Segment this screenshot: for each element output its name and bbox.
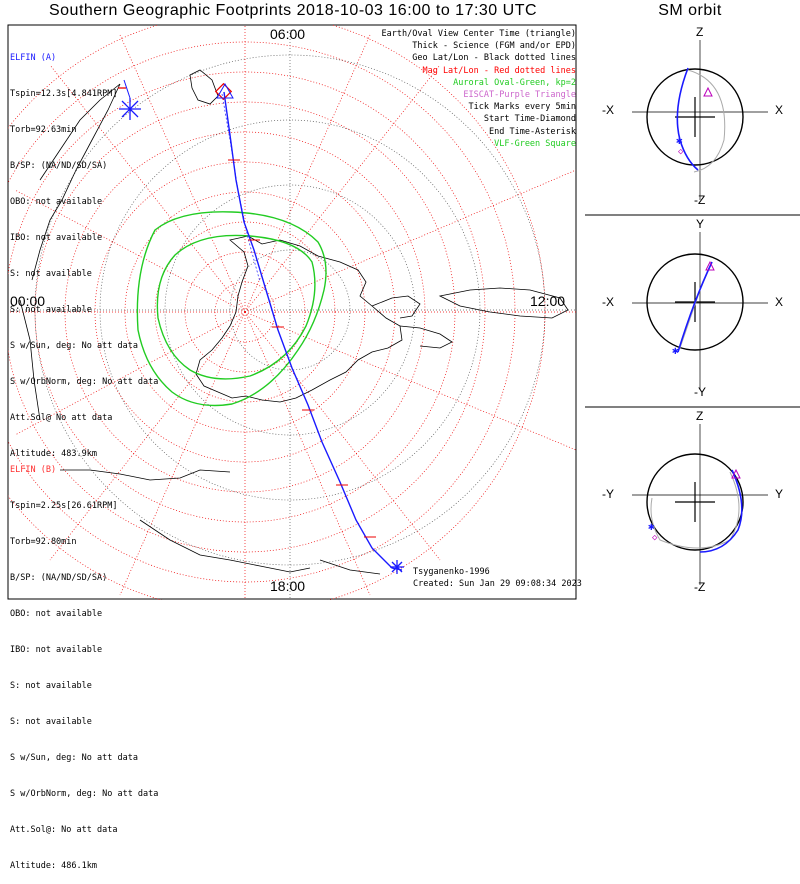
- sm-orbit-title: SM orbit: [658, 2, 722, 19]
- elfin-b-line: S w/OrbNorm, deg: No att data: [10, 789, 159, 799]
- svg-text:◇: ◇: [652, 533, 658, 543]
- elfin-b-line: B/SP: (NA/ND/SD/SA): [10, 573, 108, 583]
- svg-text:✱: ✱: [676, 134, 683, 147]
- legend-item: Earth/Oval View Center Time (triangle): [381, 29, 576, 39]
- elfin-a-line: S: not available: [10, 305, 92, 315]
- end-asterisk-marker: [390, 560, 404, 574]
- sm-xz-top-label: Z: [696, 25, 704, 39]
- tick-marks: [228, 159, 376, 538]
- elfin-a-line: S: not available: [10, 269, 92, 279]
- elfin-b-line: Altitude: 486.1km: [10, 861, 97, 871]
- elfin-a-track: [223, 91, 403, 571]
- clock-label-left: 00:00: [10, 293, 46, 309]
- clock-label-right: 12:00: [530, 293, 566, 309]
- clock-label-top: 06:00: [270, 26, 306, 42]
- svg-text:◇: ◇: [678, 147, 684, 157]
- sm-yz-top-label: Z: [696, 409, 704, 423]
- page-title: Southern Geographic Footprints 2018-10-0…: [48, 2, 538, 19]
- elfin-b-track: [221, 93, 261, 283]
- legend-item: Geo Lat/Lon - Black dotted lines: [412, 53, 576, 64]
- elfin-a-line: Att.Sol@ No att data: [10, 413, 113, 423]
- elfin-b-line: OBO: not available: [10, 609, 103, 619]
- elfin-a-line: S w/Sun, deg: No att data: [10, 341, 138, 351]
- elfin-b-name: ELFIN (B): [10, 465, 57, 475]
- legend-item: VLF-Green Square: [494, 138, 576, 149]
- sm-xy-top-label: Y: [696, 217, 705, 231]
- elfin-b-info: ELFIN (B) Tspin=2.25s[26.61RPM] Torb=92.…: [10, 440, 158, 884]
- legend-item: Start Time-Diamond: [483, 114, 576, 125]
- elfin-a-line: Altitude: 483.9km: [10, 449, 97, 459]
- legend: Earth/Oval View Center Time (triangle) Th…: [382, 28, 576, 150]
- legend-item: Mag Lat/Lon - Red dotted lines: [422, 65, 576, 76]
- clock-label-bottom: 18:00: [270, 578, 306, 594]
- created-label: Created: Sun Jan 29 09:08:34 2023: [413, 579, 582, 589]
- elfin-b-line: IBO: not available: [10, 645, 103, 655]
- elfin-b-line: S: not available: [10, 717, 92, 727]
- svg-text:✱: ✱: [648, 520, 655, 533]
- elfin-a-sun-asterisk: [118, 79, 141, 120]
- elfin-b-line: S: not available: [10, 681, 92, 691]
- sm-xy-bottom-label: -Y: [694, 385, 706, 399]
- sm-yz-right-label: Y: [775, 487, 784, 501]
- legend-item: Thick - Science (FGM and/or EPD): [412, 41, 576, 52]
- sm-panel-xy: ✱: [632, 232, 768, 390]
- legend-item: Tick Marks every 5min: [468, 102, 576, 113]
- coastlines: [19, 69, 569, 575]
- elfin-b-line: Tspin=2.25s[26.61RPM]: [10, 501, 118, 511]
- auroral-ovals: [136, 211, 327, 407]
- elfin-a-line: OBO: not available: [10, 197, 103, 207]
- sm-xz-bottom-label: -Z: [694, 193, 706, 207]
- elfin-b-line: Att.Sol@: No att data: [10, 825, 118, 835]
- elfin-a-line: S w/OrbNorm, deg: No att data: [10, 377, 159, 387]
- model-label: Tsyganenko-1996: [413, 567, 490, 577]
- elfin-a-line: Torb=92.63min: [10, 125, 77, 135]
- footprint-plot: ✱ ◇ ✱ ✱ ◇: [7, 24, 800, 600]
- view-center-triangle: [216, 82, 234, 99]
- sm-xz-right-label: X: [775, 103, 784, 117]
- sm-xy-left-label: -X: [602, 295, 614, 309]
- mag-grid: [8, 25, 576, 600]
- legend-item: End Time-Asterisk: [489, 126, 576, 137]
- elfin-b-line: Torb=92.80min: [10, 537, 77, 547]
- legend-item: EISCAT-Purple Triangle: [463, 90, 576, 101]
- sm-panel-xz: ✱ ◇: [632, 40, 768, 200]
- svg-text:✱: ✱: [672, 344, 679, 357]
- legend-item: Auroral Oval-Green, kp=2: [453, 77, 576, 88]
- sm-yz-bottom-label: -Z: [694, 580, 706, 594]
- elfin-a-line: B/SP: (NA/ND/SD/SA): [10, 161, 108, 171]
- elfin-a-line: IBO: not available: [10, 233, 103, 243]
- sm-xz-left-label: -X: [602, 103, 614, 117]
- elfin-a-info: ELFIN (A) Tspin=12.3s[4.841RPM] Torb=92.…: [10, 28, 158, 472]
- elfin-b-line: S w/Sun, deg: No att data: [10, 753, 138, 763]
- sm-panel-yz: ✱ ◇: [632, 424, 768, 585]
- elfin-a-line: Tspin=12.3s[4.841RPM]: [10, 89, 118, 99]
- sm-yz-left-label: -Y: [602, 487, 614, 501]
- elfin-a-name: ELFIN (A): [10, 53, 57, 63]
- sm-xy-right-label: X: [775, 295, 784, 309]
